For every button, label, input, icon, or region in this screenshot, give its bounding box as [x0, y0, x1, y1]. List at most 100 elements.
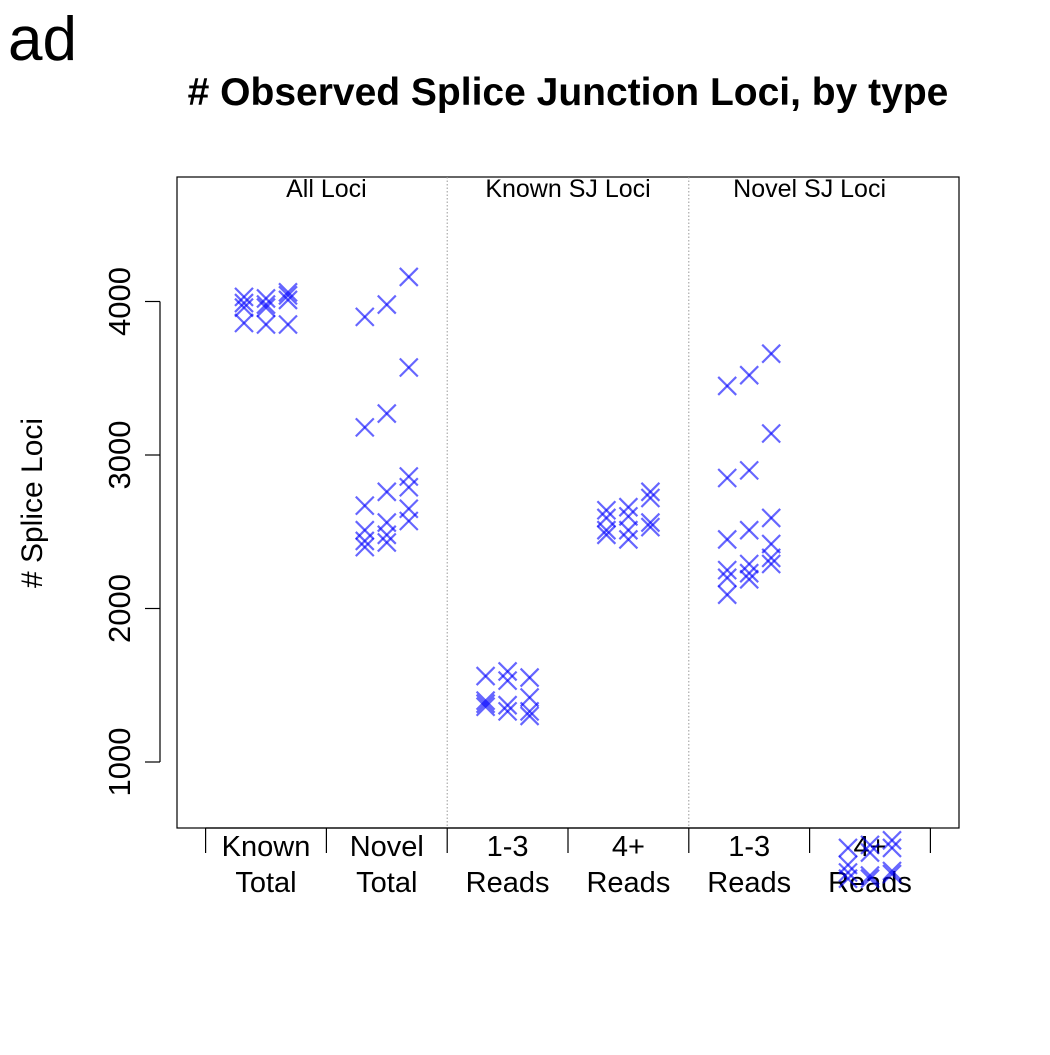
data-point [355, 495, 375, 516]
data-point [256, 297, 276, 318]
data-point [519, 706, 540, 726]
data-point [838, 855, 858, 875]
data-point [860, 842, 880, 863]
y-tick-label: 3000 [102, 421, 137, 490]
data-point [761, 548, 781, 568]
data-point [519, 667, 540, 688]
data-point [234, 293, 254, 313]
section-separators [446, 177, 690, 828]
data-point [377, 525, 397, 545]
chart-title: # Observed Splice Junction Loci, by type [188, 71, 949, 114]
data-point [761, 423, 781, 444]
data-point [739, 460, 759, 481]
data-point [717, 529, 737, 550]
x-tick-label-line1: 4+ [612, 831, 645, 863]
data-point [739, 554, 759, 574]
data-point [618, 506, 639, 527]
data-point [596, 525, 617, 545]
data-point [838, 862, 858, 883]
data-point [717, 568, 737, 588]
x-tick-label-line1: Novel [350, 831, 424, 863]
y-axis-label: # Splice Loci [16, 418, 49, 588]
data-point [497, 661, 518, 682]
data-point [860, 835, 880, 855]
data-point [278, 285, 298, 306]
data-point [355, 531, 375, 551]
x-tick-label-line1: Known [222, 831, 311, 863]
data-point [475, 666, 496, 686]
data-point [377, 532, 397, 553]
y-tick-label: 2000 [102, 574, 137, 643]
data-point [838, 868, 858, 889]
x-tick-label-line1: 4+ [853, 831, 886, 863]
plot-frame [176, 176, 960, 829]
panel-label: ad [8, 5, 77, 74]
data-point [355, 520, 375, 540]
data-point [497, 670, 518, 691]
data-point [882, 861, 902, 881]
data-point [882, 864, 902, 884]
data-point [475, 696, 496, 717]
data-point [640, 512, 661, 533]
data-markers [234, 267, 902, 889]
data-point [399, 477, 419, 498]
section-label: Known SJ Loci [485, 175, 650, 203]
section-labels: All Loci Known SJ Loci Novel SJ Loci [286, 175, 886, 203]
data-point [596, 520, 617, 540]
data-point [838, 838, 858, 858]
data-point [640, 482, 661, 502]
section-label: Novel SJ Loci [733, 175, 886, 203]
data-point [234, 297, 254, 318]
data-point [882, 838, 902, 858]
data-point [278, 314, 298, 335]
x-tick-label-line2: Reads [466, 867, 550, 899]
data-point [739, 569, 759, 590]
data-point [355, 417, 375, 438]
x-tick-label-line1: 1-3 [728, 831, 770, 863]
data-point [399, 466, 419, 487]
data-point [256, 294, 276, 315]
data-point [717, 376, 737, 396]
data-point [475, 690, 496, 711]
data-point [497, 695, 518, 715]
data-point [761, 534, 781, 554]
y-axis: 1000 2000 3000 4000 [102, 267, 161, 797]
y-tick-label: 1000 [102, 728, 137, 797]
data-point [618, 529, 639, 550]
data-point [739, 365, 759, 385]
data-point [399, 357, 419, 378]
data-point [497, 701, 518, 722]
x-tick-label-line1: 1-3 [487, 831, 529, 863]
x-axis: Known Total Novel Total 1-3 Reads 4+ Reads 1-3 Re… [205, 827, 932, 899]
data-point [640, 517, 661, 537]
x-tick-label-line2: Total [235, 867, 296, 899]
data-point [860, 868, 880, 889]
data-point [739, 563, 759, 583]
data-point [399, 511, 419, 531]
x-tick-label-line2: Total [356, 867, 417, 899]
data-point [596, 500, 617, 521]
data-point [860, 865, 880, 886]
data-point [475, 693, 496, 714]
data-point [256, 288, 276, 309]
section-label: All Loci [286, 175, 367, 203]
data-point [761, 554, 781, 574]
data-point [278, 290, 298, 310]
x-tick-label-line2: Reads [707, 867, 791, 899]
x-tick-label-line2: Reads [586, 867, 670, 899]
data-point [717, 584, 737, 605]
data-point [717, 560, 737, 580]
data-point [618, 520, 639, 540]
data-point [519, 701, 540, 722]
data-point [882, 830, 902, 851]
data-point [739, 520, 759, 540]
data-point [640, 488, 661, 508]
data-point [377, 403, 397, 424]
data-point [519, 687, 540, 708]
data-point [278, 282, 298, 303]
data-point [377, 482, 397, 502]
data-point [717, 468, 737, 488]
data-point [256, 314, 276, 335]
